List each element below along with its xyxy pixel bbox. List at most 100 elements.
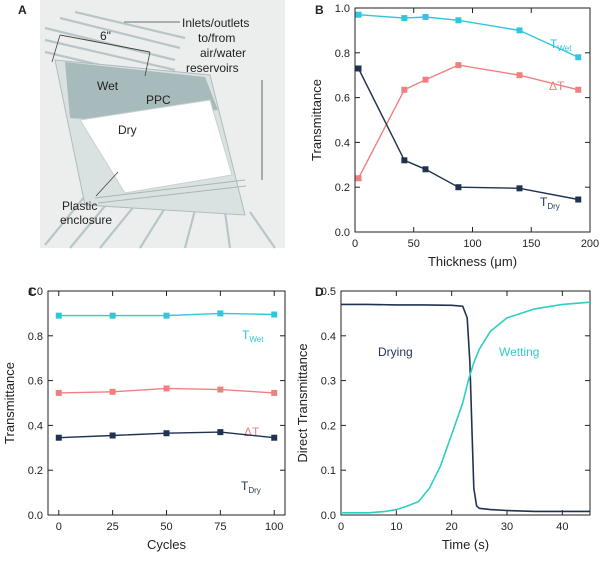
y-tick-label: 0.8: [28, 331, 43, 343]
y-tick-label: 0.1: [321, 465, 336, 477]
x-tick-label: 100: [463, 238, 481, 250]
x-tick-label: 75: [214, 521, 226, 533]
y-axis-title: Transmittance: [309, 79, 324, 161]
y-tick-label: 0.2: [321, 420, 336, 432]
data-point: [422, 166, 429, 173]
y-tick-label: 0.0: [28, 510, 43, 522]
y-tick-label: 0.6: [335, 93, 350, 105]
x-tick-label: 50: [408, 238, 420, 250]
series-line-ΔT: [357, 64, 579, 179]
y-tick-label: 0.0: [335, 227, 350, 239]
y-tick-label: 0.0: [321, 510, 336, 522]
series-line-Drying: [341, 303, 590, 513]
y-tick-label: 0.3: [321, 376, 336, 388]
data-point: [217, 429, 224, 436]
size-arrow: [59, 34, 151, 53]
data-point: [355, 175, 362, 182]
data-point: [109, 312, 116, 319]
data-point: [271, 311, 278, 318]
data-point: [455, 62, 462, 69]
panel-d-letter: D: [315, 285, 324, 299]
series-line-Wetting: [341, 301, 591, 514]
dry-region: [79, 99, 233, 194]
series-annotation: Drying: [378, 345, 413, 359]
series-line-T_Wet: [358, 14, 579, 58]
x-tick-label: 0: [338, 521, 344, 533]
y-tick-label: 0.4: [335, 137, 350, 149]
series-line-T_Dry: [357, 68, 579, 201]
panel-a: 6" Inlets/outlets to/from air/water rese…: [18, 0, 285, 249]
x-tick-label: 100: [265, 521, 283, 533]
data-point: [217, 310, 224, 317]
x-tick-label: 0: [56, 521, 62, 533]
panel-a-letter: A: [18, 3, 27, 17]
inlets-label-line-4: reservoirs: [186, 61, 239, 75]
data-point: [516, 27, 523, 34]
chart-time: 0.0 0.1 0.2 0.3 0.4 0.5 0 10 20 30 40 Time (s) Direc…: [295, 286, 591, 552]
data-point: [109, 388, 116, 395]
series-label: ΔT: [244, 425, 260, 439]
data-point: [575, 196, 582, 203]
series-label: TWet: [550, 37, 572, 53]
chart-cycles: 0.0 0.2 0.4 0.6 0.8 1.0 0 25 50 75 100 Cycles Transm…: [2, 286, 286, 552]
y-tick-label: 0.8: [335, 48, 350, 60]
y-axis-title: Direct Transmittance: [295, 343, 310, 462]
x-axis-title: Thickness (μm): [428, 254, 517, 269]
plot-frame: [340, 290, 591, 516]
ppc-label: PPC: [146, 93, 171, 107]
inlets-label-line-1: Inlets/outlets: [182, 16, 249, 30]
x-tick-label: 20: [446, 521, 458, 533]
data-point: [55, 389, 62, 396]
x-tick-label: 40: [556, 521, 568, 533]
series-label: TDry: [241, 479, 261, 495]
series-label: ΔT: [549, 79, 565, 93]
x-axis-title: Time (s): [442, 537, 489, 552]
data-point: [163, 430, 170, 437]
data-point: [163, 312, 170, 319]
wet-label: Wet: [97, 79, 119, 93]
inlets-label-line-2: to/from: [198, 31, 235, 45]
size-label: 6": [100, 29, 111, 43]
data-point: [516, 185, 523, 192]
series-annotation: Wetting: [499, 345, 539, 359]
data-point: [455, 17, 462, 24]
enclosure-label-line-2: enclosure: [60, 213, 112, 227]
x-tick-label: 10: [390, 521, 402, 533]
data-point: [355, 65, 362, 72]
data-point: [55, 434, 62, 441]
data-point: [271, 389, 278, 396]
panel-c-letter: C: [28, 285, 37, 299]
series-label: TWet: [242, 328, 264, 344]
enclosure-label-line-1: Plastic: [62, 199, 97, 213]
data-point: [455, 184, 462, 191]
x-tick-label: 150: [522, 238, 540, 250]
data-point: [422, 13, 429, 20]
data-point: [271, 434, 278, 441]
data-point: [516, 72, 523, 79]
x-tick-label: 50: [160, 521, 172, 533]
data-point: [401, 15, 408, 22]
x-tick-label: 200: [581, 238, 599, 250]
data-point: [401, 86, 408, 93]
y-tick-label: 0.4: [321, 331, 336, 343]
data-point: [401, 157, 408, 164]
x-tick-label: 25: [107, 521, 119, 533]
inlets-label-line-3: air/water: [200, 46, 246, 60]
dry-label: Dry: [118, 123, 137, 137]
x-axis-title: Cycles: [147, 537, 187, 552]
x-tick-label: 30: [501, 521, 513, 533]
data-point: [355, 11, 362, 18]
channel-lines: [94, 179, 247, 204]
y-tick-label: 0.6: [28, 376, 43, 388]
data-point: [163, 385, 170, 392]
y-tick-label: 0.2: [335, 182, 350, 194]
y-tick-label: 0.5: [321, 286, 336, 298]
enclosure-pointer: [95, 171, 119, 197]
y-axis-title: Transmittance: [2, 362, 17, 444]
panel-b-letter: B: [315, 3, 324, 17]
data-point: [109, 432, 116, 439]
plot-frame: [47, 290, 286, 516]
series-label: TDry: [540, 195, 560, 211]
